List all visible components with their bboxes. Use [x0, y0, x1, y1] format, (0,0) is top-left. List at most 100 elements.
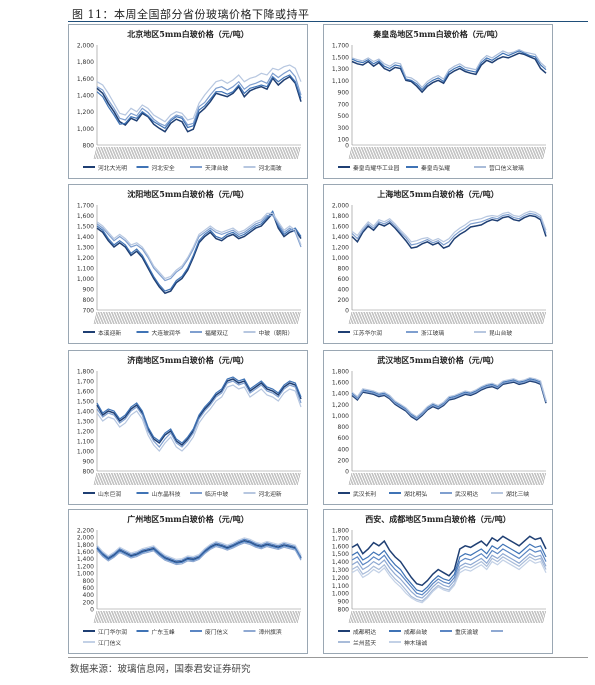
legend-item: 营口信义玻璃: [474, 164, 524, 172]
legend-label: 昆山台玻: [489, 329, 512, 337]
y-tick-label: 1,000: [77, 276, 94, 283]
y-tick-label: 200: [338, 297, 350, 304]
legend-item: 成都明达: [338, 628, 376, 636]
y-tick-label: 100: [338, 137, 350, 144]
y-tick-label: 1,800: [77, 59, 94, 66]
y-tick-label: 800: [83, 143, 95, 150]
series-line: [96, 69, 302, 127]
legend-label: 浙江玻璃: [421, 329, 444, 337]
legend-label: 神木瑞诚: [404, 639, 427, 647]
chart-panel-shanghai: 上海地区5mm白玻价格（元/吨） 0 200 400 600 800 1,000 1,200 1…: [323, 184, 553, 344]
chart-svg: 沈阳地区5mm白玻价格（元/吨） 700 800 900 1,000 1,100 1,200…: [77, 189, 302, 337]
legend-label: 山东巨润: [98, 490, 121, 498]
legend-item: 兰州蓝天: [338, 639, 376, 647]
legend-label: 河北南玻: [259, 164, 282, 172]
x-tick-labels: [348, 146, 546, 160]
series-line: [96, 542, 302, 566]
legend-label: 临沂中玻: [205, 490, 228, 498]
y-tick-label: 1,700: [332, 535, 349, 542]
chart-title: 秦皇岛地区5mm白玻价格（元/吨）: [372, 29, 502, 39]
legend-label: 中玻（朝阳）: [259, 329, 294, 337]
y-tick-label: 1,400: [332, 391, 349, 398]
legend-label: 秦皇岛耀华工业园: [353, 164, 400, 172]
y-tick-label: 1,600: [77, 389, 94, 396]
y-tick-label: 1,000: [77, 126, 94, 133]
legend-item: 武汉明达: [440, 490, 478, 498]
x-tick-labels: [93, 146, 301, 160]
legend-item: 江苏华尔润: [338, 329, 382, 337]
legend-label: 武汉明达: [455, 490, 478, 498]
legend-item: 山东晶科技: [136, 490, 181, 498]
y-tick-label: 1,800: [332, 213, 349, 220]
legend-label: 漳州旗滨: [259, 628, 282, 636]
chart-title: 武汉地区5mm白玻价格（元/吨）: [377, 355, 498, 365]
legend-label: 武汉长利: [353, 490, 376, 498]
y-tick-label: 1,000: [332, 255, 349, 262]
chart-panel-wuhan: 武汉地区5mm白玻价格（元/吨） 0 200 400 600 800 1,000 1,200 1…: [323, 350, 553, 505]
y-tick-label: 1,300: [332, 567, 349, 574]
y-tick-label: 1,700: [77, 203, 94, 210]
y-tick-label: 800: [338, 266, 350, 273]
series-line: [96, 75, 302, 133]
legend-item: 废门信义: [190, 628, 228, 636]
y-tick-label: 900: [338, 90, 350, 97]
y-tick-label: 400: [83, 592, 95, 599]
legend-label: 山东晶科技: [152, 490, 181, 498]
y-tick-label: 1,500: [77, 399, 94, 406]
y-tick-label: 700: [338, 101, 350, 108]
legend-label: 江苏华尔润: [353, 329, 382, 337]
y-tick-label: 900: [338, 599, 350, 606]
series-line: [351, 543, 547, 593]
series-line: [351, 377, 547, 418]
legend-label: 河北安全: [152, 164, 175, 172]
legend-item: 江门信义: [83, 639, 121, 647]
y-tick-label: 1,700: [332, 43, 349, 50]
y-tick-label: 800: [83, 578, 95, 585]
legend-item: 昆山台玻: [474, 329, 512, 337]
series-line: [351, 559, 547, 604]
chart-title: 上海地区5mm白玻价格（元/吨）: [377, 189, 498, 199]
series-line: [351, 214, 547, 249]
legend-label: 兰州蓝天: [353, 639, 376, 647]
chart-title: 济南地区5mm白玻价格（元/吨）: [127, 355, 248, 365]
y-tick-label: 1,300: [77, 419, 94, 426]
legend-item: 漳州旗滨: [243, 628, 282, 636]
y-tick-label: 1,200: [77, 255, 94, 262]
y-tick-label: 2,000: [77, 535, 94, 542]
series-line: [351, 556, 547, 602]
y-tick-label: 1,800: [77, 542, 94, 549]
legend-label: 福耀双辽: [205, 329, 228, 337]
y-tick-label: 1,400: [77, 234, 94, 241]
series-line: [96, 538, 302, 562]
y-tick-label: 500: [338, 113, 350, 120]
legend-item: 湖北明弘: [389, 490, 427, 498]
legend-item: 福耀双辽: [190, 329, 228, 337]
legend-item: 临沂中玻: [190, 490, 228, 498]
series-line: [96, 214, 302, 282]
series-line: [96, 384, 302, 452]
legend-item: 秦皇岛弘耀: [406, 164, 450, 172]
y-tick-label: 1,400: [332, 234, 349, 241]
series-line: [96, 540, 302, 564]
chart-svg: 上海地区5mm白玻价格（元/吨） 0 200 400 600 800 1,000 1,200 1…: [332, 189, 547, 337]
legend-label: 成都明达: [353, 628, 376, 636]
legend-item: 大连玻润华: [136, 329, 181, 337]
chart-svg: 广州地区5mm白玻价格（元/吨）02004006008001,0001,2001…: [77, 514, 302, 647]
series-line: [96, 378, 302, 446]
y-tick-label: 400: [338, 446, 350, 453]
legend-item: 河北南玻: [243, 164, 282, 172]
y-tick-label: 1,200: [77, 563, 94, 570]
series-line: [96, 212, 302, 280]
y-tick-label: 1,600: [332, 224, 349, 231]
y-tick-label: 1,800: [77, 369, 94, 376]
y-tick-label: 1,800: [332, 528, 349, 535]
chart-title: 沈阳地区5mm白玻价格（元/吨）: [127, 189, 248, 199]
figure-title: 图 11：本周全国部分省份玻璃价格下降或持平: [72, 8, 310, 21]
y-tick-label: 1,300: [77, 245, 94, 252]
y-tick-label: 1,100: [332, 583, 349, 590]
series-line: [96, 376, 302, 444]
chart-title: 北京地区5mm白玻价格（元/吨）: [127, 29, 248, 39]
legend-label: 天津台玻: [205, 164, 228, 172]
series-line: [351, 52, 547, 94]
legend-item: 武汉长利: [338, 490, 376, 498]
